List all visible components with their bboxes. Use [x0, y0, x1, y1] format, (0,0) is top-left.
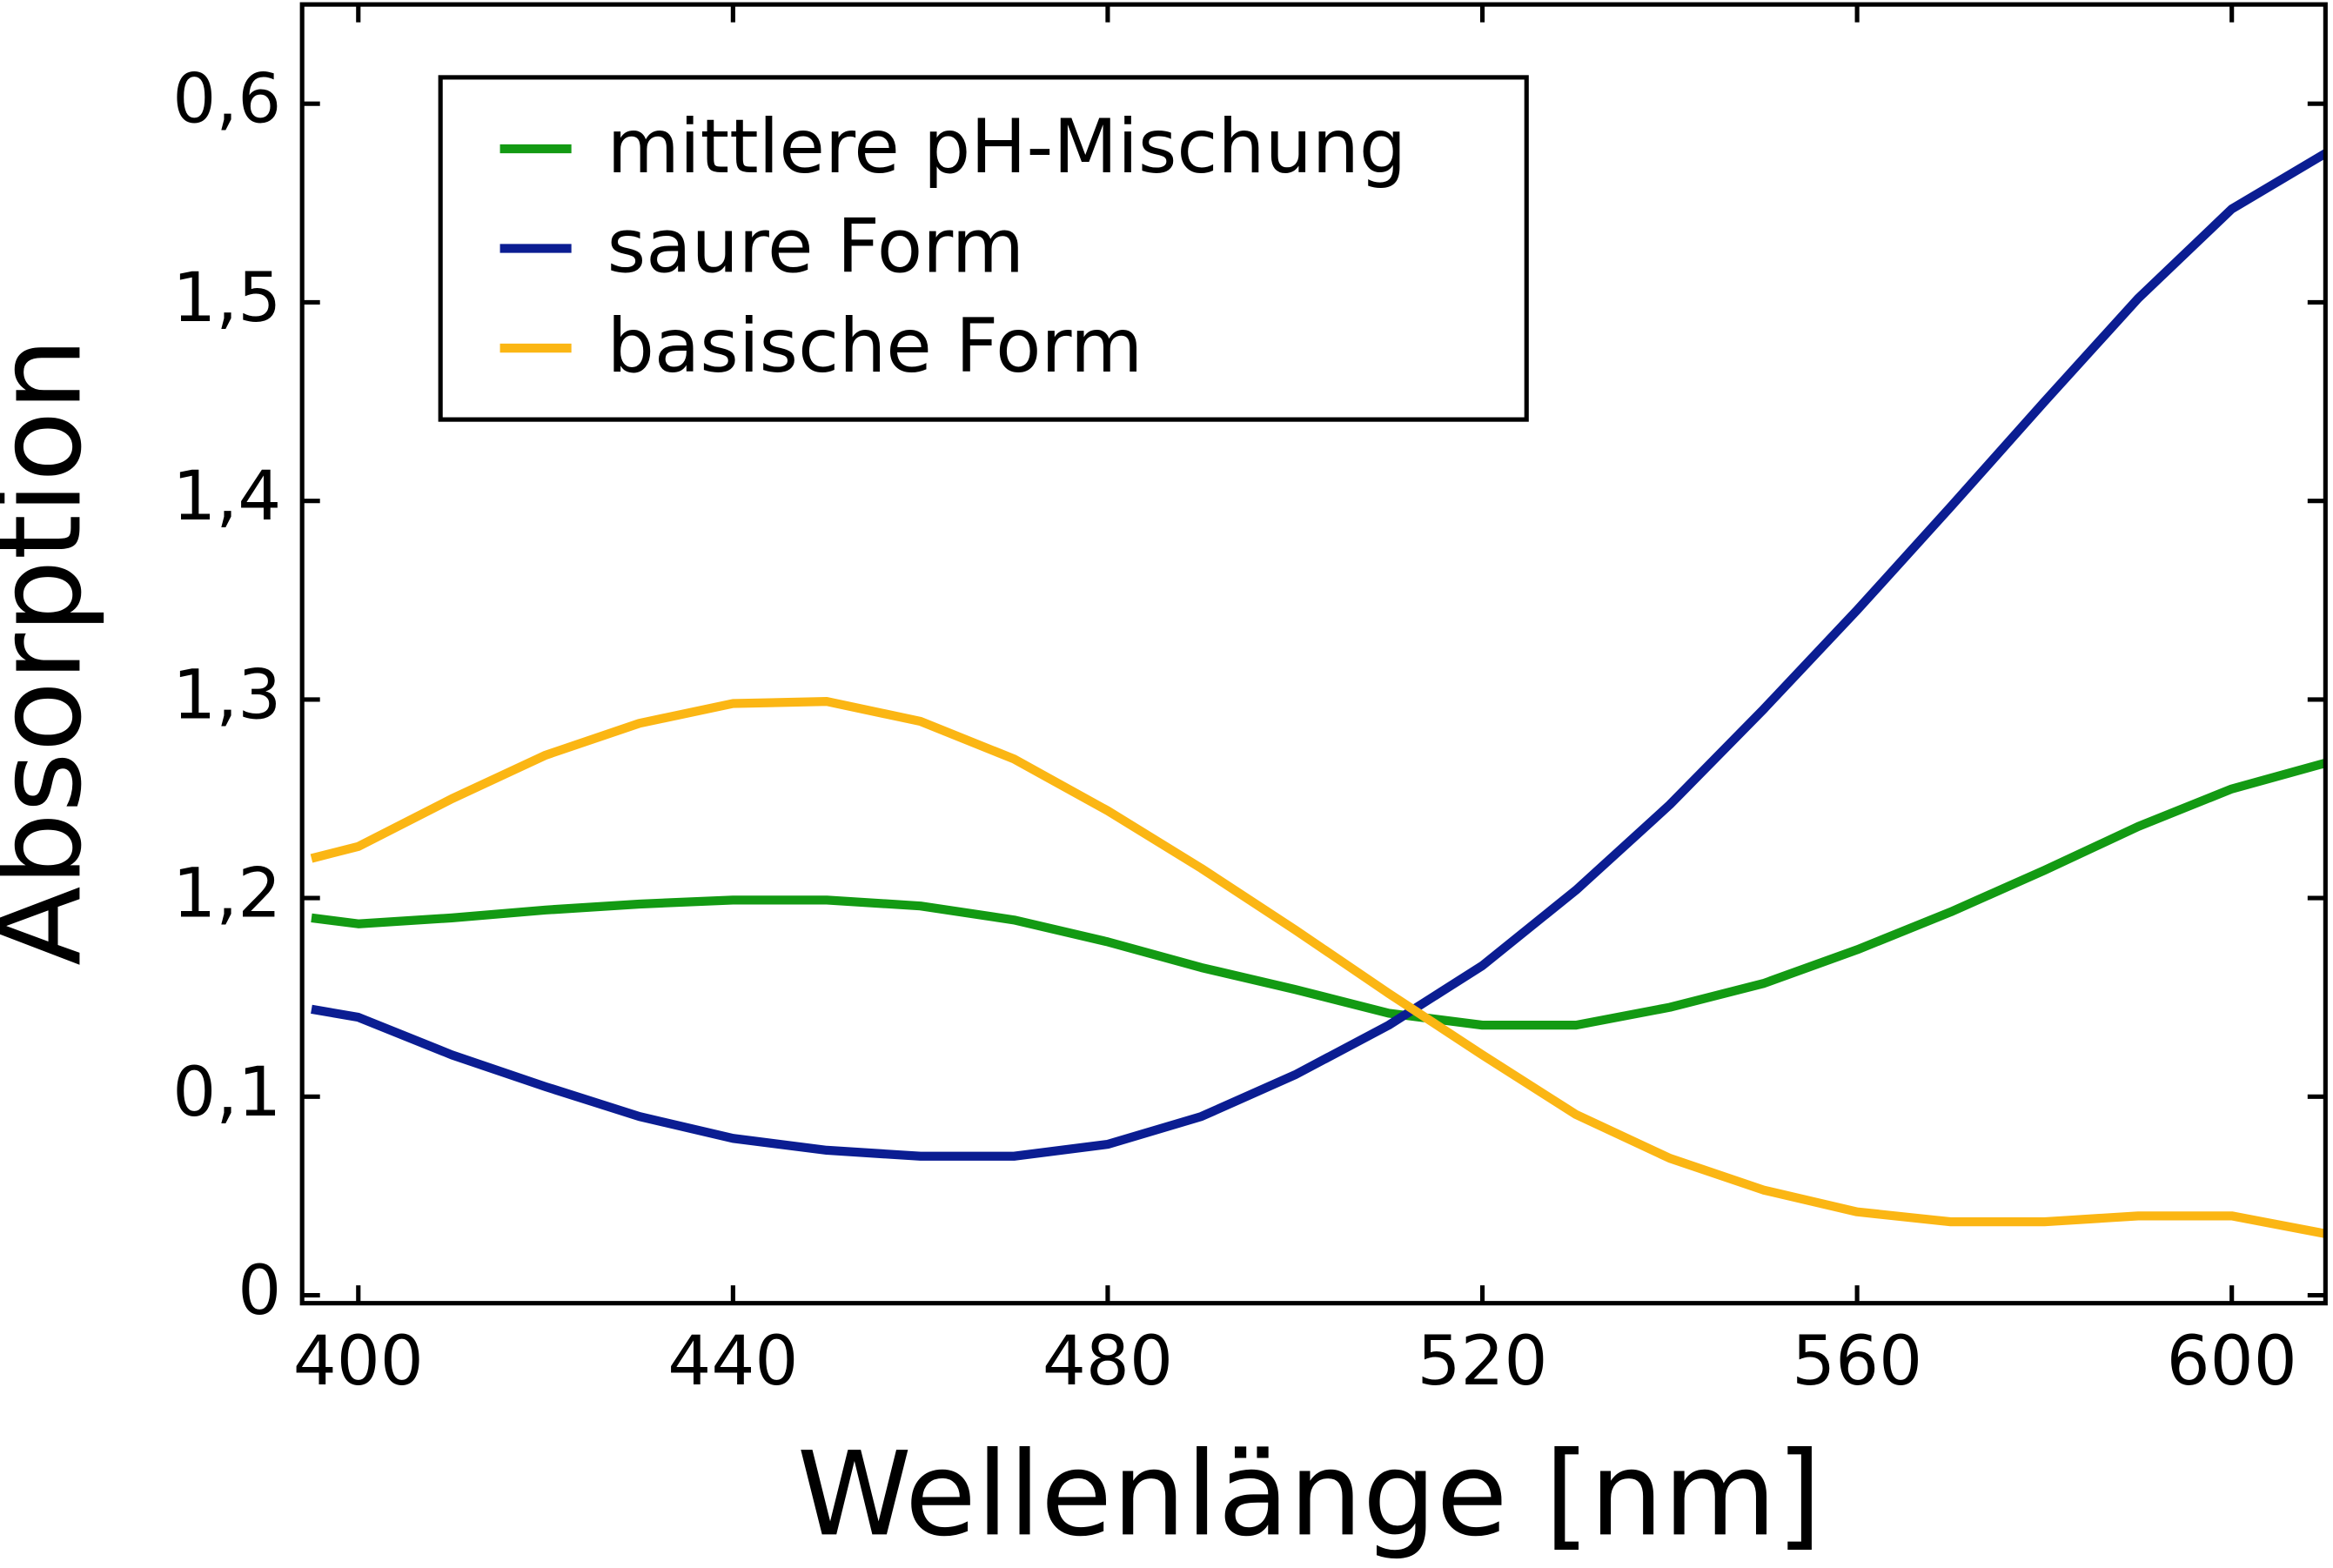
y-tick-label: 1,3 — [172, 654, 281, 734]
y-tick-label: 1,4 — [172, 456, 281, 536]
data-line — [311, 758, 2326, 1030]
x-tick-label: 560 — [1792, 1321, 1922, 1401]
plot-frame — [299, 2, 2328, 1306]
y-tick-label: 0,6 — [172, 59, 281, 139]
legend-label: mittlere pH-Mischung — [607, 104, 1406, 191]
data-line — [311, 149, 2326, 1161]
y-tick-label: 1,5 — [172, 258, 281, 338]
x-tick-label: 400 — [293, 1321, 424, 1401]
y-axis-label: Absorption — [0, 338, 107, 966]
x-tick-label: 480 — [1042, 1321, 1173, 1401]
x-tick-label: 440 — [667, 1321, 798, 1401]
y-tick-label: 0 — [238, 1250, 281, 1330]
data-line — [310, 696, 2326, 1238]
y-tick-label: 1,2 — [172, 854, 281, 934]
x-axis-label: Wellenlänge [nm] — [797, 1427, 1822, 1562]
y-tick-label: 0,1 — [172, 1052, 281, 1132]
legend-label: basische Form — [607, 304, 1143, 390]
legend-label: saure Form — [607, 204, 1024, 290]
x-tick-label: 600 — [2167, 1321, 2297, 1401]
x-tick-label: 520 — [1417, 1321, 1547, 1401]
legend-box — [438, 75, 1529, 422]
